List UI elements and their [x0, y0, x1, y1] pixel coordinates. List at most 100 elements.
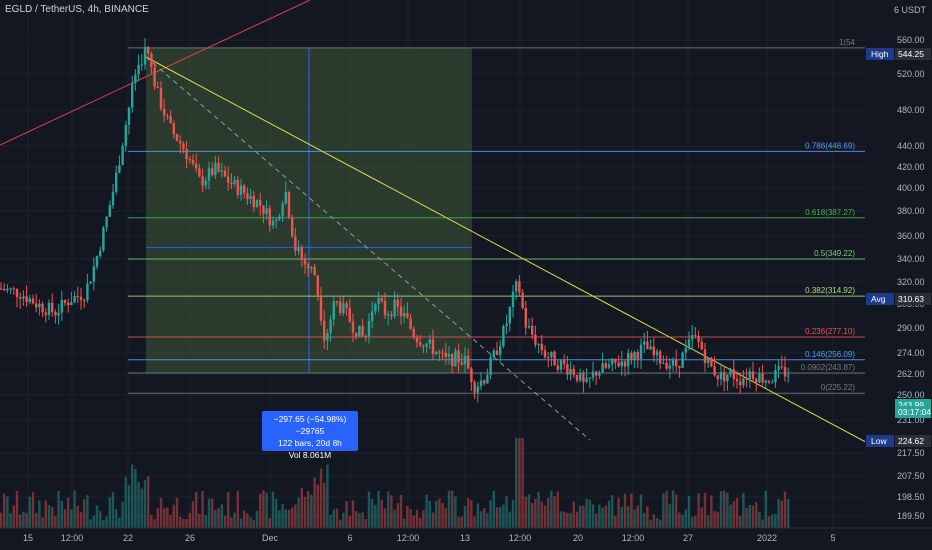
candle-body	[339, 302, 341, 314]
volume-bar	[429, 501, 431, 528]
volume-bar	[205, 515, 207, 528]
level-badge-value: 03:17:04	[898, 407, 931, 417]
candle-body	[246, 193, 248, 199]
level-badge-value: 224.62	[898, 436, 924, 446]
candle-body	[461, 362, 463, 364]
measure-bars: 122 bars, 20d 8h	[262, 437, 358, 449]
candle-body	[595, 372, 597, 376]
volume-bar	[144, 480, 146, 528]
volume-bar	[265, 493, 267, 528]
candle-body	[310, 267, 312, 268]
currency-unit[interactable]: 6 USDT	[894, 5, 926, 15]
candle-body	[35, 303, 37, 307]
candle-body	[112, 192, 114, 205]
volume-bar	[489, 500, 491, 528]
candle-body	[579, 373, 581, 380]
price-tick: 340.00	[897, 254, 925, 264]
candle-body	[438, 352, 440, 353]
volume-bar	[211, 499, 213, 528]
candle-body	[83, 300, 85, 301]
candle-body	[25, 296, 27, 302]
candle-body	[774, 370, 776, 383]
candle-body	[400, 307, 402, 317]
volume-bar	[115, 509, 117, 528]
volume-bar	[86, 495, 88, 528]
candle-body	[189, 159, 191, 160]
fib-label: 0.146(256.09)	[805, 350, 855, 359]
fib-label: 0.382(314.92)	[805, 286, 855, 295]
candle-body	[624, 361, 626, 366]
volume-bar	[105, 517, 107, 528]
volume-bar	[416, 510, 418, 528]
candle-body	[457, 351, 459, 363]
candle-body	[29, 298, 31, 302]
candle-body	[781, 366, 783, 367]
volume-bar	[601, 507, 603, 528]
volume-bar	[377, 491, 379, 528]
date-price-range-box	[146, 48, 472, 373]
candle-body	[499, 346, 501, 354]
level-badge-label: High	[871, 49, 889, 59]
candle-body	[384, 301, 386, 315]
volume-bar	[733, 501, 735, 528]
volume-bar	[752, 506, 754, 528]
volume-bar	[6, 497, 8, 528]
level-badge-value: 310.63	[898, 294, 924, 304]
volume-bar	[707, 515, 709, 528]
candle-body	[77, 296, 79, 297]
volume-bar	[288, 510, 290, 528]
candle-body	[464, 356, 466, 365]
candle-body	[393, 300, 395, 317]
candle-body	[233, 180, 235, 184]
candle-body	[521, 293, 523, 308]
candle-body	[637, 352, 639, 359]
volume-bar	[477, 503, 479, 528]
candle-body	[454, 351, 456, 367]
candle-body	[630, 353, 632, 360]
volume-bar	[781, 501, 783, 528]
time-tick: 13	[460, 533, 470, 543]
candle-body	[381, 298, 383, 301]
volume-bar	[67, 498, 69, 528]
candle-body	[48, 303, 50, 315]
candle-body	[291, 218, 293, 237]
volume-bar	[448, 491, 450, 528]
time-tick: 12:00	[397, 533, 420, 543]
volume-bar	[765, 491, 767, 528]
volume-bar	[19, 514, 21, 528]
volume-bar	[361, 512, 363, 528]
volume-bar	[9, 513, 11, 528]
candle-body	[150, 54, 152, 68]
candle-body	[243, 186, 245, 194]
volume-bar	[547, 498, 549, 528]
candle-body	[432, 339, 434, 354]
symbol-title[interactable]: EGLD / TetherUS, 4h, BINANCE	[5, 4, 149, 15]
volume-bar	[563, 512, 565, 528]
volume-bar	[473, 516, 475, 528]
volume-bar	[640, 494, 642, 528]
volume-bar	[185, 519, 187, 528]
volume-bar	[29, 497, 31, 528]
candle-body	[262, 205, 264, 214]
candle-body	[739, 381, 741, 385]
candle-body	[633, 352, 635, 360]
volume-bar	[534, 499, 536, 528]
volume-bar	[605, 506, 607, 528]
candle-body	[518, 281, 520, 292]
price-tick: 380.00	[897, 206, 925, 216]
volume-bar	[461, 516, 463, 528]
candle-body	[643, 342, 645, 345]
volume-bar	[550, 491, 552, 528]
volume-bar	[637, 506, 639, 528]
candle-body	[483, 380, 485, 383]
volume-bar	[249, 517, 251, 528]
candle-body	[185, 149, 187, 159]
volume-bar	[621, 507, 623, 528]
volume-bar	[678, 513, 680, 528]
volume-bar	[397, 503, 399, 528]
volume-bar	[717, 512, 719, 528]
volume-bar	[432, 513, 434, 528]
volume-bar	[496, 507, 498, 528]
candle-body	[333, 302, 335, 320]
